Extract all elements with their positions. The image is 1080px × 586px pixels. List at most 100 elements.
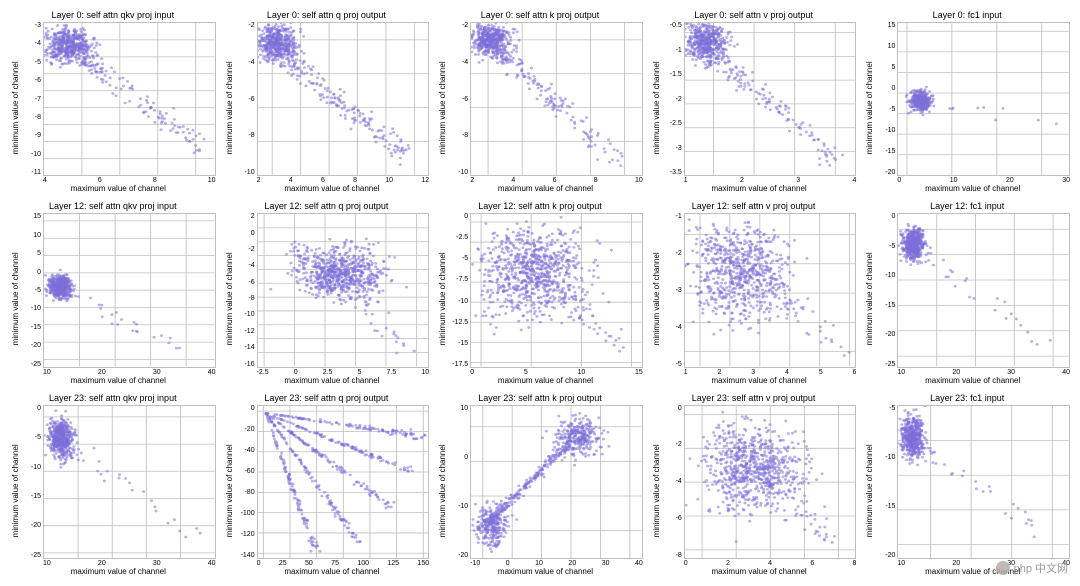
x-tick-label: 2 [726,560,730,567]
x-tick-label: 0 [684,560,688,567]
y-tick-label: -7.5 [448,276,468,283]
x-tick-label: 4 [852,177,856,184]
y-tick-label: 0 [21,269,41,276]
y-tick-label: -10 [875,454,895,461]
x-tick-label: 1 [684,177,688,184]
x-tick-label: 6 [852,369,856,376]
x-tick-label: 75 [331,560,339,567]
x-tick-label: 40 [1062,369,1070,376]
y-axis-label: minimum value of channel [224,213,235,384]
y-tick-label: -10 [21,464,41,471]
y-tick-label: -5 [662,361,682,368]
plot-area [470,22,643,176]
x-tick-label: -10 [470,560,480,567]
plot-area [470,213,643,367]
scatter-panel: Layer 12: self attn k proj outputminimum… [437,201,643,384]
scatter-panel: Layer 0: self attn k proj outputminimum … [437,10,643,193]
x-tick-label: 10 [43,560,51,567]
x-tick-label: 40 [635,560,643,567]
y-tick-label: -10 [21,151,41,158]
y-tick-label: -6 [235,96,255,103]
x-tick-label: 2 [257,177,261,184]
y-tick-label: -100 [235,510,255,517]
plot-area [684,405,857,559]
scatter-panel: Layer 12: self attn qkv proj inputminimu… [10,201,216,384]
y-axis-label: minimum value of channel [864,213,875,384]
y-tick-label: -5 [875,243,895,250]
y-axis-label: minimum value of channel [651,405,662,576]
panel-title: Layer 23: self attn qkv proj input [10,393,216,405]
y-tick-label: -4 [235,262,255,269]
y-tick-label: -10 [875,127,895,134]
y-tick-label: 0 [875,85,895,92]
y-tick-label: -5 [21,59,41,66]
x-tick-label: 150 [417,560,429,567]
x-tick-label: 6 [321,177,325,184]
y-tick-label: -8 [235,295,255,302]
x-tick-label: 1 [684,369,688,376]
x-tick-label: 15 [635,369,643,376]
x-tick-label: 30 [602,560,610,567]
y-tick-label: -2 [662,250,682,257]
y-tick-label: 10 [21,232,41,239]
y-tick-label: -25 [21,361,41,368]
x-tick-label: 0 [257,560,261,567]
y-axis-label: minimum value of channel [10,405,21,576]
x-tick-label: 30 [153,560,161,567]
x-ticks: 02468 [662,559,857,567]
scatter-panel: Layer 12: fc1 inputminimum value of chan… [864,201,1070,384]
x-ticks: 1234 [662,176,857,184]
scatter-panel: Layer 0: self attn v proj outputminimum … [651,10,857,193]
y-tick-label: -6 [448,96,468,103]
x-ticks: 0102030 [875,176,1070,184]
x-tick-label: 6 [553,177,557,184]
x-tick-label: 12 [421,177,429,184]
x-ticks: -10010203040 [448,559,643,567]
x-tick-label: 8 [594,177,598,184]
y-tick-label: -2 [662,96,682,103]
y-tick-label: -80 [235,489,255,496]
y-tick-label: 0 [662,405,682,412]
x-tick-label: 10 [421,369,429,376]
y-tick-label: -20 [448,552,468,559]
plot-area [43,405,216,559]
y-tick-label: 0 [448,454,468,461]
y-tick-label: -10 [21,305,41,312]
y-tick-label: -20 [235,426,255,433]
x-axis-label: maximum value of channel [448,184,643,193]
scatter-panel: Layer 12: self attn v proj outputminimum… [651,201,857,384]
y-tick-label: -5 [875,106,895,113]
y-ticks: 0-20-40-60-80-100-120-140 [235,405,257,559]
x-tick-label: 20 [98,560,106,567]
x-axis-label: maximum value of channel [235,184,430,193]
y-tick-label: -4 [21,40,41,47]
x-tick-label: 30 [1062,177,1070,184]
x-ticks: 10203040 [21,368,216,376]
x-tick-label: 4 [785,369,789,376]
x-ticks: 24681012 [235,176,430,184]
y-axis-label: minimum value of channel [437,405,448,576]
x-tick-label: 4 [289,177,293,184]
scatter-panel: Layer 0: self attn qkv proj inputminimum… [10,10,216,193]
scatter-panel: Layer 23: self attn qkv proj inputminimu… [10,393,216,576]
y-tick-label: -9 [21,132,41,139]
x-tick-label: 0 [506,560,510,567]
y-tick-label: 2 [235,213,255,220]
plot-area [897,213,1070,367]
y-tick-label: -1 [662,47,682,54]
x-tick-label: 20 [1006,177,1014,184]
x-tick-label: 4 [43,177,47,184]
x-axis-label: maximum value of channel [662,184,857,193]
panel-title: Layer 12: self attn q proj output [224,201,430,213]
y-tick-label: -20 [875,331,895,338]
y-tick-label: -10 [448,503,468,510]
y-tick-label: -5 [21,287,41,294]
plot-area [257,22,430,176]
y-tick-label: -2 [235,246,255,253]
y-axis-label: minimum value of channel [651,22,662,193]
x-tick-label: 4 [511,177,515,184]
x-ticks: -2.502.557.510 [235,368,430,376]
plot-area [257,405,430,559]
y-ticks: 151050-5-10-15-20 [875,22,897,176]
plot-area [43,22,216,176]
